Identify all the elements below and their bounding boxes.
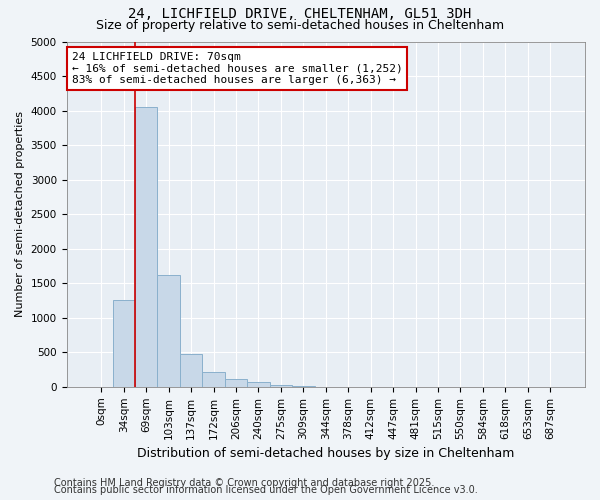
Text: Contains HM Land Registry data © Crown copyright and database right 2025.: Contains HM Land Registry data © Crown c… [54, 478, 434, 488]
Bar [202, 372, 225, 387]
Bar [269, 384, 292, 387]
Bar [225, 378, 247, 387]
Bar [135, 107, 157, 387]
Bar [157, 275, 180, 387]
Bar [247, 382, 269, 387]
Bar [113, 300, 135, 387]
Bar [292, 386, 314, 387]
Text: Size of property relative to semi-detached houses in Cheltenham: Size of property relative to semi-detach… [96, 19, 504, 32]
Text: 24, LICHFIELD DRIVE, CHELTENHAM, GL51 3DH: 24, LICHFIELD DRIVE, CHELTENHAM, GL51 3D… [128, 8, 472, 22]
X-axis label: Distribution of semi-detached houses by size in Cheltenham: Distribution of semi-detached houses by … [137, 447, 514, 460]
Text: Contains public sector information licensed under the Open Government Licence v3: Contains public sector information licen… [54, 485, 478, 495]
Y-axis label: Number of semi-detached properties: Number of semi-detached properties [15, 111, 25, 317]
Text: 24 LICHFIELD DRIVE: 70sqm
← 16% of semi-detached houses are smaller (1,252)
83% : 24 LICHFIELD DRIVE: 70sqm ← 16% of semi-… [72, 52, 403, 85]
Bar [180, 354, 202, 387]
